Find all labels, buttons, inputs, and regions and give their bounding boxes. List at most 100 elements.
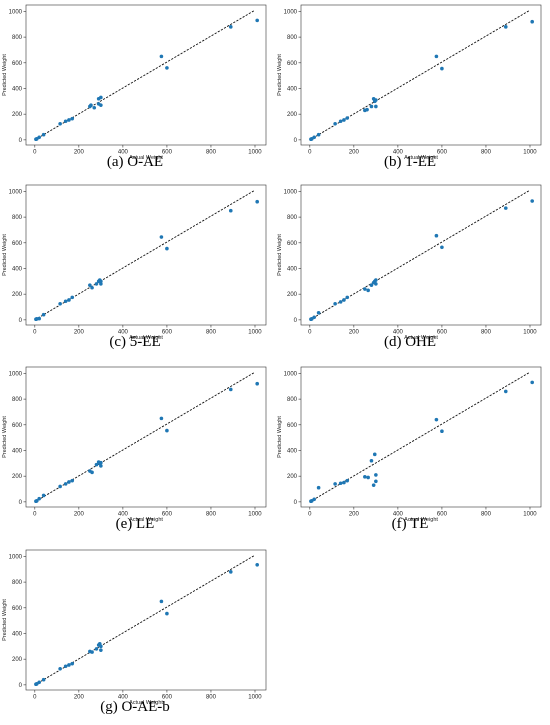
x-tick-label-b: 800 <box>481 150 492 156</box>
panel-e: 0 200 400 600 800 1000 0 200 400 600 800 1000 Actual… <box>0 362 270 542</box>
data-point-g <box>37 680 42 685</box>
y-tick-label-a: 1000 <box>9 9 23 15</box>
data-point-b <box>374 98 378 102</box>
data-point-e <box>70 478 75 483</box>
y-tick-label-f: 800 <box>287 397 298 403</box>
y-tick-label-b: 600 <box>287 61 298 67</box>
y-tick-label-d: 200 <box>287 292 298 298</box>
data-point-f <box>503 389 508 394</box>
data-point-d <box>338 300 343 304</box>
y-tick-label-f: 0 <box>294 500 298 506</box>
data-point-d <box>503 206 508 210</box>
data-point-a <box>159 54 164 59</box>
data-point-a <box>165 66 169 70</box>
y-tick-label-a: 400 <box>12 86 23 92</box>
plot-frame-b <box>300 4 542 146</box>
scatter-plot-d: 0 200 400 600 800 1000 0 200 400 600 800 1000 Actual… <box>277 184 542 341</box>
data-point-d <box>434 233 439 238</box>
data-point-d <box>369 283 374 287</box>
data-point-g <box>159 599 164 604</box>
x-tick-label-g: 200 <box>74 695 85 701</box>
x-tick-label-e: 200 <box>74 512 85 518</box>
data-point-e <box>63 482 68 486</box>
scatter-plot-g: 0 200 400 600 800 1000 0 200 400 600 800 1000 Actual… <box>2 549 267 706</box>
x-axis-title-c: Actual Weight <box>129 335 163 341</box>
x-tick-label-f: 800 <box>481 512 492 518</box>
y-tick-label-b: 400 <box>287 86 298 92</box>
x-tick-label-b: 200 <box>349 150 360 156</box>
caption-f: (f) TE <box>391 516 429 532</box>
y-tick-label-g: 0 <box>19 683 23 689</box>
y-tick-label-f: 1000 <box>284 371 298 377</box>
data-point-a <box>41 132 46 137</box>
data-point-a <box>99 103 103 107</box>
reference-line-a <box>34 9 256 141</box>
x-tick-label-e: 400 <box>118 512 129 518</box>
reference-line-e <box>34 371 256 503</box>
data-point-e <box>94 462 99 467</box>
x-tick-label-g: 600 <box>162 695 173 701</box>
data-point-b <box>440 66 444 71</box>
data-point-b <box>369 104 374 109</box>
x-tick-label-c: 400 <box>118 330 129 336</box>
data-point-c <box>70 295 75 300</box>
x-tick-label-a: 400 <box>118 150 129 156</box>
data-point-f <box>374 473 378 477</box>
data-point-e <box>99 460 103 465</box>
y-tick-label-b: 1000 <box>284 9 298 15</box>
data-point-g <box>67 663 71 667</box>
data-point-f <box>316 485 321 490</box>
x-tick-label-c: 1000 <box>248 330 262 336</box>
data-point-f <box>371 483 376 487</box>
x-tick-label-d: 800 <box>481 330 492 336</box>
data-point-b <box>316 132 321 137</box>
data-point-d <box>316 310 321 315</box>
data-point-b <box>312 135 317 140</box>
data-point-g <box>58 667 62 671</box>
y-tick-label-d: 0 <box>294 318 298 324</box>
x-tick-label-g: 400 <box>118 695 129 701</box>
data-point-d <box>312 315 317 320</box>
reference-line-d <box>309 189 531 321</box>
plot-frame-c <box>25 184 267 326</box>
data-point-e <box>41 493 46 498</box>
y-tick-label-g: 1000 <box>9 554 23 560</box>
y-tick-label-a: 200 <box>12 112 23 118</box>
y-tick-label-b: 800 <box>287 35 298 41</box>
y-tick-label-d: 400 <box>287 266 298 272</box>
reference-line-c <box>34 189 256 321</box>
data-point-f <box>530 380 534 385</box>
y-tick-label-b: 0 <box>294 138 298 144</box>
y-tick-label-c: 200 <box>12 292 23 298</box>
data-point-c <box>41 312 46 317</box>
x-tick-label-f: 400 <box>393 512 404 518</box>
x-tick-label-e: 800 <box>206 512 217 518</box>
data-point-f <box>434 417 439 422</box>
data-point-a <box>63 119 68 124</box>
data-point-c <box>58 302 62 306</box>
data-point-e <box>67 480 71 484</box>
plot-frame-f <box>300 366 542 508</box>
x-axis-title-f: Actual Weight <box>404 517 438 523</box>
y-tick-label-c: 400 <box>12 266 23 272</box>
data-point-f <box>366 475 370 480</box>
scatter-plot-b: 0 200 400 600 800 1000 0 200 400 600 800 1000 Actual… <box>277 4 542 161</box>
data-point-f <box>345 478 350 483</box>
data-point-f <box>312 497 317 502</box>
data-point-f <box>333 482 337 486</box>
caption-c: (c) 5-EE <box>109 334 161 350</box>
data-point-c <box>165 246 169 251</box>
data-point-e <box>165 428 169 433</box>
y-axis-title-d: Predicted Weight <box>277 234 283 276</box>
x-tick-label-c: 0 <box>33 330 37 336</box>
x-tick-label-a: 0 <box>33 150 37 156</box>
x-tick-label-a: 600 <box>162 150 173 156</box>
data-point-e <box>255 381 259 386</box>
y-tick-label-c: 800 <box>12 215 23 221</box>
data-point-e <box>90 470 94 475</box>
data-point-c <box>88 283 92 287</box>
y-tick-label-e: 200 <box>12 474 23 480</box>
data-point-g <box>70 661 75 666</box>
x-axis-title-d: Actual Weight <box>404 335 438 341</box>
data-point-c <box>99 279 103 284</box>
